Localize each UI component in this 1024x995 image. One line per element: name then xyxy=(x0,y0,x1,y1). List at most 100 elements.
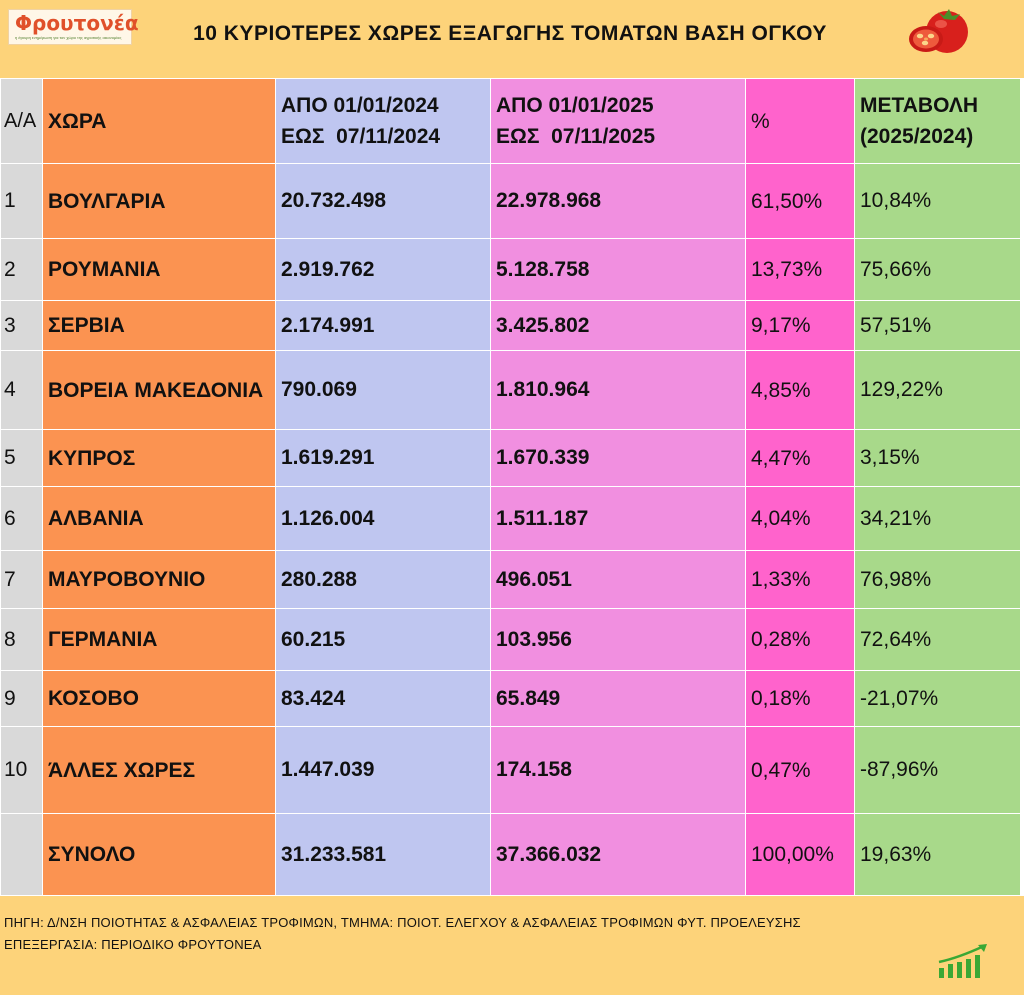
table-row: 8 ΓΕΡΜΑΝΙΑ 60.215 103.956 0,28% 72,64% xyxy=(0,608,1021,671)
row-value-2024: 280.288 xyxy=(275,550,491,609)
row-aa: 7 xyxy=(0,550,43,609)
footer-banner: ΠΗΓΗ: Δ/ΝΣΗ ΠΟΙΟΤΗΤΑΣ & ΑΣΦΑΛΕΙΑΣ ΤΡΟΦΙΜ… xyxy=(0,896,1024,995)
header-2024-line2: ΕΩΣ 07/11/2024 xyxy=(281,125,441,148)
row-change: 3,15% xyxy=(854,429,1021,487)
row-percentage: 0,18% xyxy=(745,670,855,727)
table-row: 5 ΚΥΠΡΟΣ 1.619.291 1.670.339 4,47% 3,15% xyxy=(0,429,1021,487)
table-row: 7 ΜΑΥΡΟΒΟΥΝΙΟ 280.288 496.051 1,33% 76,98% xyxy=(0,550,1021,609)
row-country: ΆΛΛΕΣ ΧΩΡΕΣ xyxy=(42,726,276,814)
row-percentage: 9,17% xyxy=(745,300,855,351)
row-value-2024: 1.619.291 xyxy=(275,429,491,487)
row-change: 76,98% xyxy=(854,550,1021,609)
table-row: 6 ΑΛΒΑΝΙΑ 1.126.004 1.511.187 4,04% 34,21% xyxy=(0,486,1021,551)
row-percentage: 61,50% xyxy=(745,163,855,239)
row-change: 10,84% xyxy=(854,163,1021,239)
row-value-2024: 2.174.991 xyxy=(275,300,491,351)
row-value-2024: 60.215 xyxy=(275,608,491,671)
brand-logo[interactable]: Φρουτονέα η έγκυρη ενημέρωση για τον χώρ… xyxy=(8,9,139,45)
row-value-2024: 790.069 xyxy=(275,350,491,430)
growth-bars-icon xyxy=(938,944,987,978)
row-change: 19,63% xyxy=(854,813,1021,896)
row-value-2024: 1.447.039 xyxy=(275,726,491,814)
row-country: ΑΛΒΑΝΙΑ xyxy=(42,486,276,551)
row-country: ΣΕΡΒΙΑ xyxy=(42,300,276,351)
row-value-2025: 1.810.964 xyxy=(490,350,746,430)
source-note: ΠΗΓΗ: Δ/ΝΣΗ ΠΟΙΟΤΗΤΑΣ & ΑΣΦΑΛΕΙΑΣ ΤΡΟΦΙΜ… xyxy=(4,912,801,956)
row-percentage: 4,85% xyxy=(745,350,855,430)
row-change: 129,22% xyxy=(854,350,1021,430)
table-row: 3 ΣΕΡΒΙΑ 2.174.991 3.425.802 9,17% 57,51% xyxy=(0,300,1021,351)
row-value-2025: 37.366.032 xyxy=(490,813,746,896)
row-change: 72,64% xyxy=(854,608,1021,671)
row-change: 75,66% xyxy=(854,238,1021,301)
header-2024: ΑΠΟ 01/01/2024 ΕΩΣ 07/11/2024 xyxy=(275,78,491,164)
row-change: -87,96% xyxy=(854,726,1021,814)
row-value-2024: 1.126.004 xyxy=(275,486,491,551)
source-line-1: ΠΗΓΗ: Δ/ΝΣΗ ΠΟΙΟΤΗΤΑΣ & ΑΣΦΑΛΕΙΑΣ ΤΡΟΦΙΜ… xyxy=(4,915,801,930)
row-value-2025: 103.956 xyxy=(490,608,746,671)
row-country: ΒΟΥΛΓΑΡΙΑ xyxy=(42,163,276,239)
row-value-2024: 20.732.498 xyxy=(275,163,491,239)
header-banner: Φρουτονέα η έγκυρη ενημέρωση για τον χώρ… xyxy=(0,0,1024,78)
row-aa: 5 xyxy=(0,429,43,487)
row-country: ΡΟΥΜΑΝΙΑ xyxy=(42,238,276,301)
row-aa: 8 xyxy=(0,608,43,671)
table-row: 4 ΒΟΡΕΙΑ ΜΑΚΕΔΟΝΙΑ 790.069 1.810.964 4,85% 12… xyxy=(0,350,1021,430)
row-change: 34,21% xyxy=(854,486,1021,551)
row-aa xyxy=(0,813,43,896)
row-aa: 10 xyxy=(0,726,43,814)
header-change-line1: ΜΕΤΑΒΟΛΗ xyxy=(860,94,979,117)
row-value-2024: 83.424 xyxy=(275,670,491,727)
row-value-2025: 5.128.758 xyxy=(490,238,746,301)
row-value-2025: 65.849 xyxy=(490,670,746,727)
row-change: 57,51% xyxy=(854,300,1021,351)
row-value-2025: 1.670.339 xyxy=(490,429,746,487)
row-country: ΒΟΡΕΙΑ ΜΑΚΕΔΟΝΙΑ xyxy=(42,350,276,430)
row-aa: 9 xyxy=(0,670,43,727)
table-row: 2 ΡΟΥΜΑΝΙΑ 2.919.762 5.128.758 13,73% 75,66% xyxy=(0,238,1021,301)
logo-text: Φρουτονέα xyxy=(15,11,139,35)
page-title: 10 ΚΥΡΙΟΤΕΡΕΣ ΧΩΡΕΣ ΕΞΑΓΩΓΗΣ ΤΟΜΑΤΩΝ ΒΑΣ… xyxy=(193,22,827,45)
header-pct: % xyxy=(745,78,855,164)
row-value-2025: 174.158 xyxy=(490,726,746,814)
row-percentage: 0,47% xyxy=(745,726,855,814)
row-percentage: 1,33% xyxy=(745,550,855,609)
row-percentage: 4,04% xyxy=(745,486,855,551)
header-2024-line1: ΑΠΟ 01/01/2024 xyxy=(281,94,439,117)
row-value-2025: 22.978.968 xyxy=(490,163,746,239)
row-aa: 3 xyxy=(0,300,43,351)
row-change: -21,07% xyxy=(854,670,1021,727)
row-aa: 4 xyxy=(0,350,43,430)
row-percentage: 0,28% xyxy=(745,608,855,671)
row-value-2024: 31.233.581 xyxy=(275,813,491,896)
row-percentage: 4,47% xyxy=(745,429,855,487)
row-percentage: 13,73% xyxy=(745,238,855,301)
table-row: ΣΥΝΟΛΟ 31.233.581 37.366.032 100,00% 19,63% xyxy=(0,813,1021,896)
row-country: ΣΥΝΟΛΟ xyxy=(42,813,276,896)
header-country: ΧΩΡΑ xyxy=(42,78,276,164)
row-country: ΓΕΡΜΑΝΙΑ xyxy=(42,608,276,671)
row-aa: 6 xyxy=(0,486,43,551)
tomato-icon xyxy=(909,9,968,53)
source-line-2: ΕΠΕΞΕΡΓΑΣΙΑ: ΠΕΡΙΟΔΙΚΟ ΦΡΟΥΤΟΝΕΑ xyxy=(4,937,262,952)
row-country: ΜΑΥΡΟΒΟΥΝΙΟ xyxy=(42,550,276,609)
logo-tagline: η έγκυρη ενημέρωση για τον χώρο της αγρο… xyxy=(15,35,122,40)
row-value-2025: 496.051 xyxy=(490,550,746,609)
row-country: ΚΥΠΡΟΣ xyxy=(42,429,276,487)
header-2025-line2: ΕΩΣ 07/11/2025 xyxy=(496,125,656,148)
table-row: 9 ΚΟΣΟΒΟ 83.424 65.849 0,18% -21,07% xyxy=(0,670,1021,727)
header-change-line2: (2025/2024) xyxy=(860,125,974,148)
exports-table: Α/Α ΧΩΡΑ ΑΠΟ 01/01/2024 ΕΩΣ 07/11/2024 Α… xyxy=(0,78,1021,896)
table-row: 10 ΆΛΛΕΣ ΧΩΡΕΣ 1.447.039 174.158 0,47% -87,96… xyxy=(0,726,1021,814)
row-value-2024: 2.919.762 xyxy=(275,238,491,301)
row-value-2025: 1.511.187 xyxy=(490,486,746,551)
table-header-row: Α/Α ΧΩΡΑ ΑΠΟ 01/01/2024 ΕΩΣ 07/11/2024 Α… xyxy=(0,78,1021,164)
header-change: ΜΕΤΑΒΟΛΗ (2025/2024) xyxy=(854,78,1021,164)
row-aa: 1 xyxy=(0,163,43,239)
row-percentage: 100,00% xyxy=(745,813,855,896)
row-country: ΚΟΣΟΒΟ xyxy=(42,670,276,727)
header-2025: ΑΠΟ 01/01/2025 ΕΩΣ 07/11/2025 xyxy=(490,78,746,164)
row-aa: 2 xyxy=(0,238,43,301)
table-row: 1 ΒΟΥΛΓΑΡΙΑ 20.732.498 22.978.968 61,50% 10,8… xyxy=(0,163,1021,239)
